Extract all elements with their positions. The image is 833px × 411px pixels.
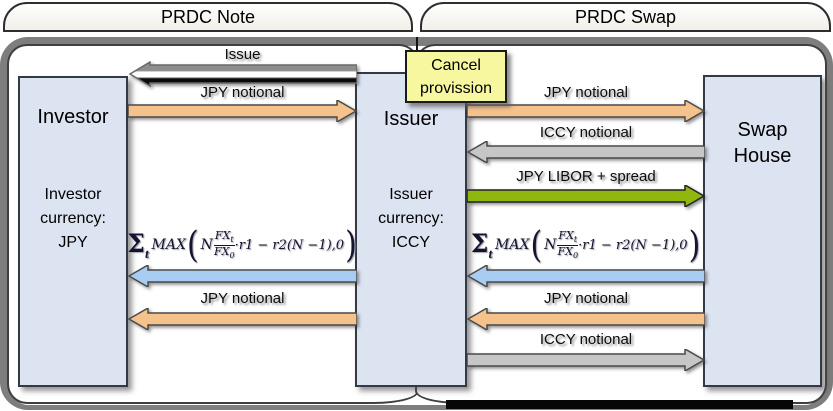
flow-label-iccy-notional: ICCY notional — [539, 124, 633, 141]
arrow-left-icon — [128, 265, 357, 287]
prdc-coupon-formula: Σt MAX ( N FXt FX0 ·r1 − r2(N −1),0 ) — [127, 224, 357, 266]
investor-currency-text: Investor currency: JPY — [40, 186, 106, 251]
cancel-provision-note: Cancel provission — [405, 50, 507, 103]
issuer-title: Issuer — [383, 108, 439, 130]
investor-title: Investor — [37, 106, 109, 128]
cancel-provision-line2: provission — [419, 79, 493, 97]
swap-house-title: Swap House — [733, 119, 792, 167]
flow-label-iccy-notional: ICCY notional — [539, 331, 633, 348]
investor-box: Investor Investor currency: JPY — [18, 76, 128, 387]
issue-arrow-left-icon — [128, 61, 357, 87]
flow-label-jpy-libor-spread: JPY LIBOR + spread — [516, 168, 656, 185]
bottom-shadow-bar — [446, 400, 793, 409]
arrow-right-icon — [467, 349, 705, 371]
cancel-provision-line1: Cancel — [431, 56, 481, 74]
flow-label-jpy-notional: JPY notional — [544, 84, 628, 101]
issuer-box: Issuer Issuer currency: ICCY — [355, 72, 467, 387]
swap-house-box: Swap House — [703, 75, 822, 387]
arrow-right-icon — [467, 185, 705, 207]
tab-prdc-note-label: PRDC Note — [160, 6, 256, 27]
flow-label-jpy-notional: JPY notional — [200, 84, 285, 101]
arrow-right-icon — [128, 100, 357, 122]
arrow-left-icon — [467, 308, 705, 330]
prdc-coupon-formula: Σt MAX ( N FXt FX0 ·r1 − r2(N −1),0 ) — [470, 224, 701, 266]
panel-seam-connector — [416, 37, 418, 52]
fx-ratio-fraction: FXt FX0 — [213, 228, 235, 260]
tab-prdc-swap: PRDC Swap — [420, 2, 831, 32]
flow-label-jpy-notional: JPY notional — [200, 290, 285, 307]
flow-label-jpy-notional: JPY notional — [544, 290, 628, 307]
tab-prdc-note: PRDC Note — [3, 2, 413, 32]
arrow-left-icon — [467, 141, 705, 163]
fx-ratio-fraction: FXt FX0 — [557, 228, 579, 260]
issuer-currency-text: Issuer currency: ICCY — [378, 186, 444, 251]
flow-label-issue: Issue — [224, 46, 261, 63]
arrow-left-icon — [128, 308, 357, 330]
arrow-left-icon — [467, 265, 705, 287]
tab-prdc-swap-label: PRDC Swap — [574, 6, 677, 27]
arrow-right-icon — [467, 100, 705, 122]
